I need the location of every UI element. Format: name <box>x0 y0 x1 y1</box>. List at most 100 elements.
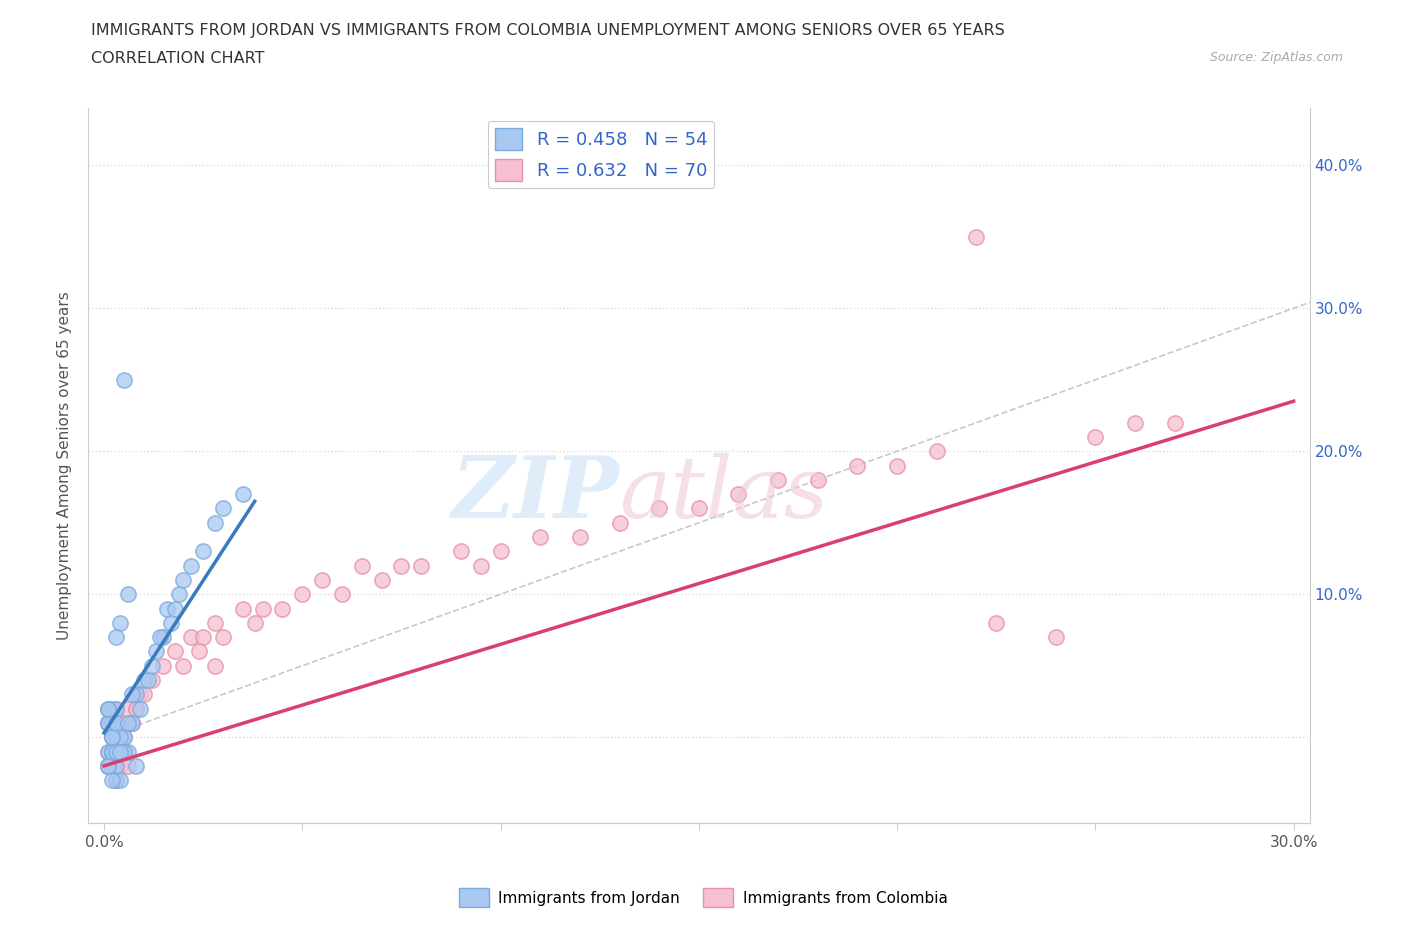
Point <box>1163 415 1185 430</box>
Point <box>104 715 127 730</box>
Point <box>1123 415 1146 430</box>
Point <box>101 730 124 745</box>
Point <box>165 601 187 616</box>
Point <box>108 616 131 631</box>
Point <box>101 730 124 745</box>
Point <box>97 744 120 759</box>
Point <box>101 715 124 730</box>
Point <box>101 701 124 716</box>
Point <box>128 687 150 702</box>
Point <box>117 759 139 774</box>
Point <box>104 730 127 745</box>
Point <box>97 715 120 730</box>
Point <box>97 701 120 716</box>
Point <box>204 515 226 530</box>
Point <box>104 773 127 788</box>
Point <box>97 759 120 774</box>
Point <box>311 573 333 588</box>
Text: ZIP: ZIP <box>451 452 620 536</box>
Point <box>104 744 127 759</box>
Point <box>568 529 591 544</box>
Text: Source: ZipAtlas.com: Source: ZipAtlas.com <box>1209 51 1343 64</box>
Point <box>350 558 373 573</box>
Point <box>112 744 135 759</box>
Point <box>117 744 139 759</box>
Point <box>212 630 235 644</box>
Point <box>172 658 194 673</box>
Point <box>172 573 194 588</box>
Point <box>97 701 120 716</box>
Point <box>152 658 174 673</box>
Point <box>252 601 274 616</box>
Point <box>846 458 869 473</box>
Point <box>169 587 191 602</box>
Point <box>727 486 749 501</box>
Point <box>156 601 179 616</box>
Point <box>97 701 120 716</box>
Point <box>204 658 226 673</box>
Point <box>391 558 413 573</box>
Point <box>145 644 167 659</box>
Point <box>1045 630 1067 644</box>
Point <box>112 372 135 387</box>
Point <box>104 773 127 788</box>
Point <box>104 773 127 788</box>
Point <box>132 672 155 687</box>
Point <box>121 687 143 702</box>
Point <box>965 230 987 245</box>
Point <box>1084 430 1107 445</box>
Point <box>121 715 143 730</box>
Point <box>108 759 131 774</box>
Point <box>188 644 211 659</box>
Point <box>688 501 710 516</box>
Point <box>160 616 183 631</box>
Point <box>136 672 159 687</box>
Point <box>180 630 202 644</box>
Point <box>108 715 131 730</box>
Point <box>148 630 170 644</box>
Text: CORRELATION CHART: CORRELATION CHART <box>91 51 264 66</box>
Point <box>191 544 214 559</box>
Point <box>117 715 139 730</box>
Point <box>108 744 131 759</box>
Point <box>117 587 139 602</box>
Point <box>291 587 314 602</box>
Point <box>128 701 150 716</box>
Point <box>165 644 187 659</box>
Point <box>104 759 127 774</box>
Point <box>330 587 353 602</box>
Point <box>112 730 135 745</box>
Point <box>101 730 124 745</box>
Point <box>101 715 124 730</box>
Point <box>180 558 202 573</box>
Point <box>243 616 266 631</box>
Point <box>108 773 131 788</box>
Point <box>450 544 472 559</box>
Point <box>101 744 124 759</box>
Point <box>125 701 148 716</box>
Point <box>104 630 127 644</box>
Point <box>271 601 294 616</box>
Text: IMMIGRANTS FROM JORDAN VS IMMIGRANTS FROM COLOMBIA UNEMPLOYMENT AMONG SENIORS OV: IMMIGRANTS FROM JORDAN VS IMMIGRANTS FRO… <box>91 23 1005 38</box>
Point <box>104 701 127 716</box>
Point <box>112 744 135 759</box>
Point <box>986 616 1008 631</box>
Point <box>191 630 214 644</box>
Point <box>411 558 433 573</box>
Point <box>97 759 120 774</box>
Point <box>97 759 120 774</box>
Point <box>121 715 143 730</box>
Point <box>232 486 254 501</box>
Point <box>807 472 830 487</box>
Point <box>212 501 235 516</box>
Point <box>648 501 671 516</box>
Point <box>609 515 631 530</box>
Legend: R = 0.458   N = 54, R = 0.632   N = 70: R = 0.458 N = 54, R = 0.632 N = 70 <box>488 121 714 188</box>
Point <box>232 601 254 616</box>
Point <box>104 730 127 745</box>
Point <box>97 744 120 759</box>
Point <box>101 773 124 788</box>
Point <box>101 744 124 759</box>
Point <box>489 544 512 559</box>
Point <box>97 759 120 774</box>
